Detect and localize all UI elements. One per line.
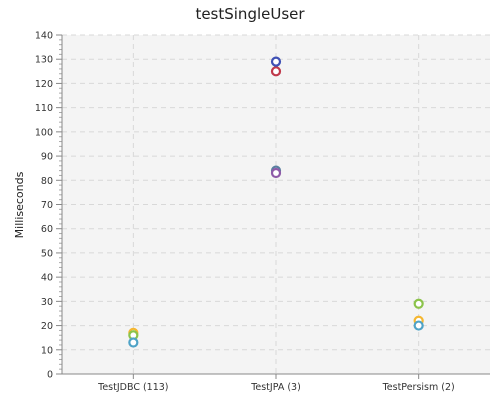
data-point: [270, 56, 282, 67]
y-tick-label: 110: [35, 103, 53, 114]
y-tick-label: 70: [41, 200, 53, 211]
y-axis-label: Milliseconds: [13, 171, 26, 238]
x-tick-label: TestPersism (2): [382, 382, 455, 393]
y-tick-label: 10: [41, 345, 53, 356]
x-tick-label: TestJDBC (113): [97, 382, 168, 393]
y-tick-label: 140: [35, 31, 53, 42]
y-tick-label: 120: [35, 79, 53, 90]
data-point: [270, 66, 282, 77]
y-tick-label: 60: [41, 224, 53, 235]
y-tick-label: 40: [41, 273, 53, 284]
y-tick-label: 130: [35, 55, 53, 66]
axes: 0 10 20 30 40 50 60 70 80 90 100 110 120 130 140 TestJD…: [35, 31, 490, 393]
data-point: [128, 337, 139, 348]
y-tick-label: 100: [35, 127, 53, 138]
chart-title: testSingleUser: [195, 5, 305, 23]
y-tick-label: 80: [41, 176, 53, 187]
data-point: [270, 167, 282, 179]
y-tick-label: 20: [41, 321, 53, 332]
data-point: [413, 298, 424, 309]
y-tick-label: 0: [47, 370, 53, 381]
y-tick-label: 50: [41, 248, 53, 259]
x-tick-label: TestJPA (3): [250, 382, 301, 393]
data-points: [128, 56, 424, 348]
y-tick-label: 30: [41, 297, 53, 308]
data-point: [413, 320, 424, 331]
y-tick-label: 90: [41, 152, 53, 163]
